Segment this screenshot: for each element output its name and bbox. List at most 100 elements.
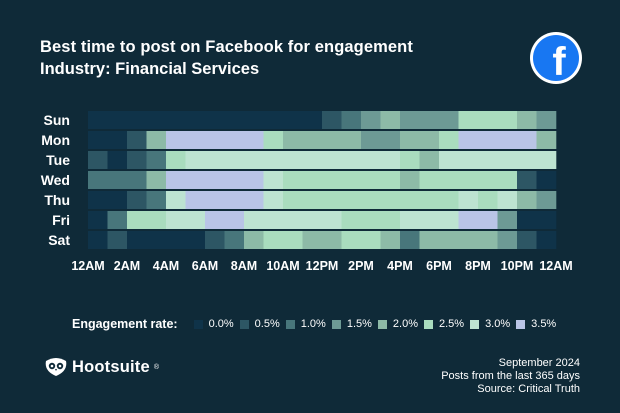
heatmap-cell [88, 211, 108, 229]
heatmap-cell [478, 231, 498, 249]
x-tick-label: 12AM [539, 259, 572, 273]
heatmap-cell [439, 151, 459, 169]
heatmap-cell [88, 131, 108, 149]
x-tick-label: 12AM [71, 259, 104, 273]
heatmap-cell [439, 231, 459, 249]
brand-registered-mark: ® [153, 363, 160, 371]
legend-swatch [377, 319, 387, 329]
legend-item-label: 1.0% [300, 318, 326, 330]
heatmap-cell [166, 111, 186, 129]
heatmap-cell [536, 211, 557, 229]
legend-item: 2.5% [423, 318, 464, 330]
heatmap-cell [107, 231, 128, 249]
heatmap-cell [517, 171, 537, 189]
heatmap-cell [478, 191, 498, 209]
heatmap-cell [517, 211, 537, 229]
legend-swatch [285, 319, 295, 329]
heatmap-cell [166, 231, 186, 249]
legend-label: Engagement rate: [72, 317, 178, 331]
heatmap-cell [146, 231, 167, 249]
heatmap-cell [400, 191, 420, 209]
heatmap-cell [244, 171, 264, 189]
heatmap-cell [224, 211, 245, 229]
heatmap-cell [88, 231, 108, 249]
heatmap-cell [185, 111, 206, 129]
heatmap-cell [224, 111, 245, 129]
heatmap-cell [244, 151, 264, 169]
heatmap-cell [224, 171, 245, 189]
heatmap-cell [283, 131, 303, 149]
heatmap-cell [263, 211, 284, 229]
heatmap-cell [497, 211, 518, 229]
heatmap-cell [185, 231, 206, 249]
heatmap-cell [205, 191, 225, 209]
heatmap-cell [361, 131, 381, 149]
heatmap-cell [146, 191, 167, 209]
heatmap-cell [497, 171, 518, 189]
heatmap-cell [263, 191, 284, 209]
heatmap-cell [107, 131, 128, 149]
heatmap-cell [380, 191, 401, 209]
heatmap-cell [361, 211, 381, 229]
legend-item: 3.0% [470, 318, 510, 330]
owl-icon [45, 358, 67, 376]
heatmap-cell [283, 211, 303, 229]
heatmap-cell [185, 211, 206, 229]
heatmap-cell [205, 171, 225, 189]
heatmap-cell [127, 231, 147, 249]
x-tick-label: 2PM [348, 259, 374, 273]
row-label-sun: Sun [44, 112, 70, 128]
heatmap-cell [380, 231, 401, 249]
x-tick-label: 2AM [114, 259, 140, 273]
legend-item-label: 2.0% [392, 318, 418, 330]
source-period: Posts from the last 365 days [441, 370, 580, 382]
heatmap-cell [536, 131, 557, 149]
heatmap-cell [146, 111, 167, 129]
heatmap-cell [166, 211, 186, 229]
heatmap-cell [302, 151, 323, 169]
heatmap-cell [478, 171, 498, 189]
heatmap-cell [439, 191, 459, 209]
heatmap-cell [283, 231, 303, 249]
heatmap-cell [244, 131, 264, 149]
heatmap-cell [458, 151, 479, 169]
heatmap-cell [458, 171, 479, 189]
row-label-fri: Fri [52, 212, 70, 228]
legend-item-label: 3.5% [531, 318, 557, 330]
heatmap-cell [497, 231, 518, 249]
heatmap-cell [107, 151, 128, 169]
heatmap-cell [107, 211, 128, 229]
legend-swatch [423, 319, 433, 329]
heatmap-cell [302, 231, 323, 249]
row-label-sat: Sat [48, 232, 70, 248]
x-tick-label: 6PM [426, 259, 452, 273]
legend-item-label: 0.0% [208, 318, 234, 330]
heatmap-cell [497, 151, 518, 169]
heatmap-cell [127, 111, 147, 129]
heatmap-cell [361, 151, 381, 169]
heatmap-cell [283, 111, 303, 129]
heatmap-cell [400, 211, 420, 229]
heatmap-cell [400, 151, 420, 169]
heatmap-cell [302, 191, 323, 209]
heatmap-cell [263, 131, 284, 149]
facebook-icon: f [530, 32, 582, 84]
brand-name: Hootsuite [72, 357, 150, 376]
legend-item-label: 3.0% [485, 318, 511, 330]
heatmap-cell [361, 191, 381, 209]
heatmap-cell [439, 131, 459, 149]
facebook-icon-circle [533, 35, 579, 81]
legend-swatch [331, 319, 341, 329]
heatmap-cell [419, 151, 440, 169]
heatmap-cell [185, 171, 206, 189]
x-tick-label: 10PM [501, 259, 534, 273]
heatmap-cell [205, 111, 225, 129]
heatmap-cell [322, 151, 342, 169]
heatmap-cell [419, 171, 440, 189]
heatmap-cell [458, 231, 479, 249]
heatmap-cell [341, 231, 362, 249]
row-label-tue: Tue [46, 152, 70, 168]
heatmap-cell [458, 211, 479, 229]
heatmap-cell [517, 111, 537, 129]
